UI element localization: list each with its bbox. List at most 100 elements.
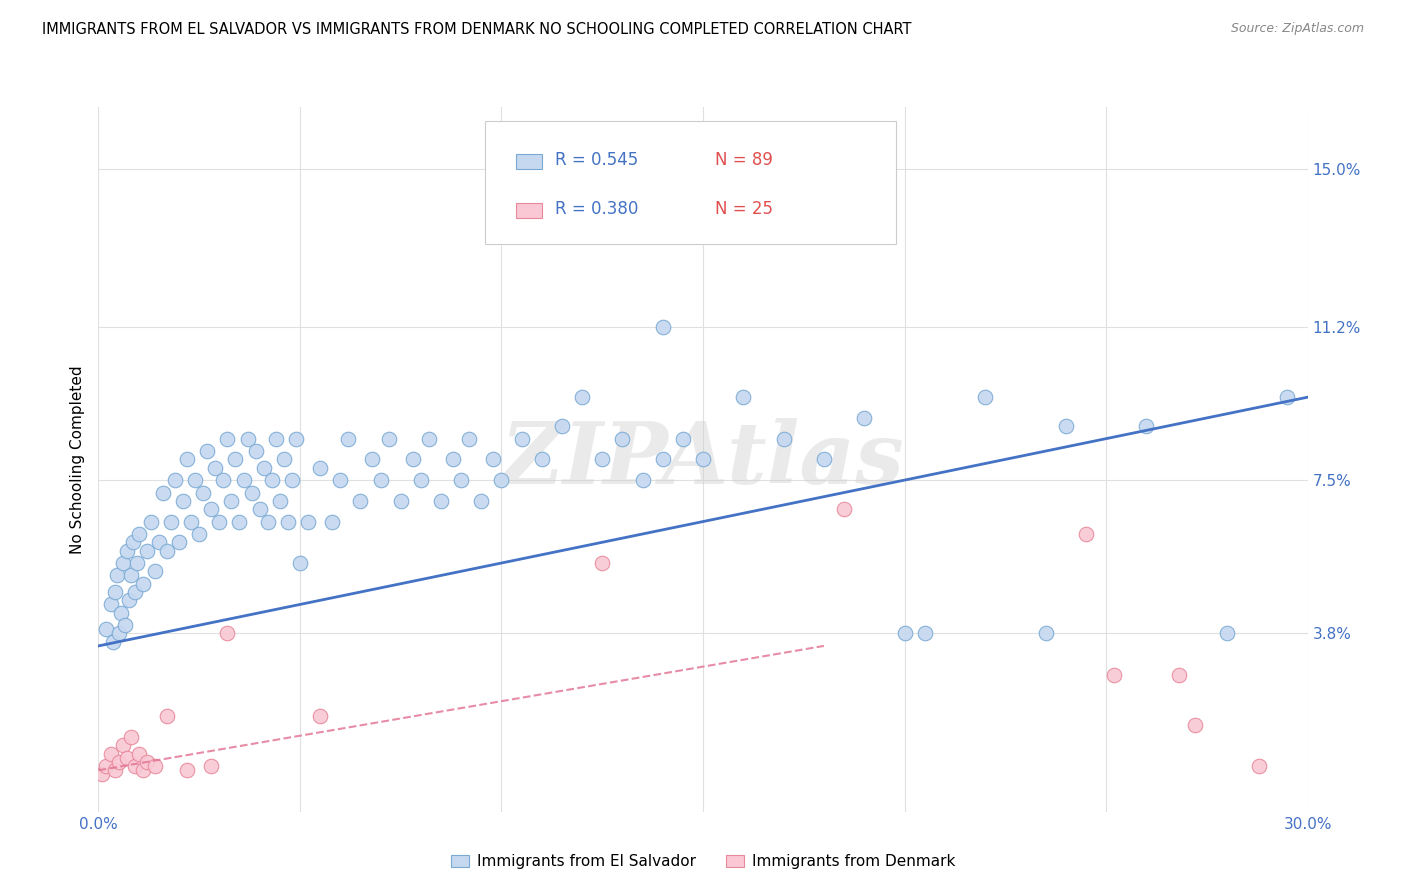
Point <box>132 576 155 591</box>
Point <box>100 598 122 612</box>
Point <box>180 515 202 529</box>
Point <box>120 730 142 744</box>
Point <box>1054 419 1077 434</box>
Point <box>530 452 553 467</box>
Point <box>221 493 243 508</box>
Point <box>1102 668 1125 682</box>
Point <box>733 390 755 404</box>
Point <box>96 623 118 637</box>
Point <box>143 759 166 773</box>
Point <box>651 319 673 334</box>
Point <box>1167 668 1189 682</box>
Point <box>1074 527 1097 541</box>
Text: ZIPAtlas: ZIPAtlas <box>501 417 905 501</box>
FancyBboxPatch shape <box>485 121 897 244</box>
Point <box>277 515 299 529</box>
Point <box>450 473 472 487</box>
Point <box>91 767 114 781</box>
Point <box>377 432 399 446</box>
Point <box>103 764 125 778</box>
Point <box>217 626 239 640</box>
Point <box>236 432 259 446</box>
Point <box>284 432 307 446</box>
Point <box>212 473 235 487</box>
Point <box>510 432 533 446</box>
Point <box>389 493 412 508</box>
Point <box>692 452 714 467</box>
Point <box>288 556 311 570</box>
Point <box>107 755 129 769</box>
Point <box>249 502 271 516</box>
Y-axis label: No Schooling Completed: No Schooling Completed <box>69 365 84 554</box>
Point <box>631 473 654 487</box>
Point <box>188 527 211 541</box>
Point <box>148 535 170 549</box>
Point <box>193 485 215 500</box>
Point <box>1035 626 1057 640</box>
Point <box>772 432 794 446</box>
Point <box>1184 717 1206 731</box>
Point <box>115 543 138 558</box>
Point <box>1135 419 1157 434</box>
Point <box>115 751 138 765</box>
Point <box>100 747 122 761</box>
FancyBboxPatch shape <box>516 153 543 169</box>
Point <box>273 452 295 467</box>
Text: IMMIGRANTS FROM EL SALVADOR VS IMMIGRANTS FROM DENMARK NO SCHOOLING COMPLETED CO: IMMIGRANTS FROM EL SALVADOR VS IMMIGRANT… <box>42 22 911 37</box>
Point <box>256 515 278 529</box>
Point <box>832 502 855 516</box>
Point <box>128 527 150 541</box>
Point <box>96 759 118 773</box>
Point <box>110 606 132 620</box>
Point <box>591 452 613 467</box>
Point <box>160 515 183 529</box>
Point <box>329 473 352 487</box>
Point <box>176 452 198 467</box>
Point <box>200 502 222 516</box>
Point <box>184 473 207 487</box>
Point <box>120 568 142 582</box>
Text: R = 0.380: R = 0.380 <box>555 200 638 219</box>
Point <box>111 556 134 570</box>
Point <box>370 473 392 487</box>
Point <box>103 585 125 599</box>
Point <box>1277 390 1299 404</box>
Point <box>441 452 464 467</box>
Point <box>974 390 997 404</box>
Point <box>430 493 453 508</box>
Point <box>1216 626 1239 640</box>
Point <box>571 390 593 404</box>
Legend: Immigrants from El Salvador, Immigrants from Denmark: Immigrants from El Salvador, Immigrants … <box>444 848 962 875</box>
Point <box>208 515 231 529</box>
Point <box>124 585 146 599</box>
Point <box>139 515 162 529</box>
Point <box>264 432 287 446</box>
Point <box>651 452 673 467</box>
Point <box>482 452 505 467</box>
Text: Source: ZipAtlas.com: Source: ZipAtlas.com <box>1230 22 1364 36</box>
Point <box>321 515 343 529</box>
Point <box>121 535 143 549</box>
Point <box>491 224 513 238</box>
Point <box>152 485 174 500</box>
Point <box>118 593 141 607</box>
Point <box>105 568 128 582</box>
Point <box>240 485 263 500</box>
Point <box>893 626 915 640</box>
Point <box>337 432 360 446</box>
Point <box>172 493 194 508</box>
Point <box>281 473 304 487</box>
Point <box>224 452 246 467</box>
Point <box>591 556 613 570</box>
Point <box>853 411 876 425</box>
Point <box>269 493 291 508</box>
Point <box>111 739 134 753</box>
Point <box>124 759 146 773</box>
Point <box>458 432 481 446</box>
Point <box>245 444 267 458</box>
Point <box>128 747 150 761</box>
Point <box>470 493 492 508</box>
Point <box>204 460 226 475</box>
Point <box>914 626 936 640</box>
Point <box>361 452 384 467</box>
